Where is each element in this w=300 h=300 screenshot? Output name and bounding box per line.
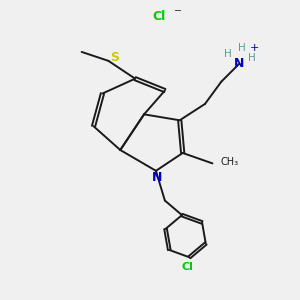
Text: S: S <box>110 51 119 64</box>
Text: CH₃: CH₃ <box>221 157 239 167</box>
Text: H: H <box>238 44 246 53</box>
Text: Cl: Cl <box>152 10 166 23</box>
Text: +: + <box>250 44 259 53</box>
Text: H: H <box>248 53 256 63</box>
Text: ⁻: ⁻ <box>174 6 182 21</box>
Text: Cl: Cl <box>182 262 194 272</box>
Text: H: H <box>224 49 232 59</box>
Text: N: N <box>234 57 244 70</box>
Text: N: N <box>152 171 163 184</box>
